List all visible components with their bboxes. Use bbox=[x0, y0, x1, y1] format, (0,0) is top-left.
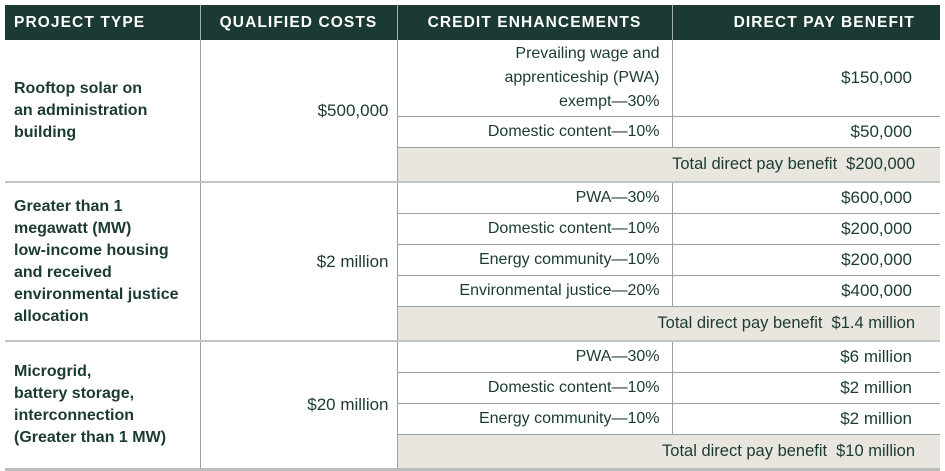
table-figure: PROJECT TYPE QUALIFIED COSTS CREDIT ENHA… bbox=[5, 5, 940, 471]
total-label: Total direct pay benefit bbox=[662, 442, 828, 460]
enhancement-label-cell: PWA—30% bbox=[397, 182, 672, 214]
enhancement-label-cell: PWA—30% bbox=[397, 341, 672, 373]
benefit-amount-cell: $150,000 bbox=[671, 40, 940, 117]
column-header-credit-enhancements: CREDIT ENHANCEMENTS bbox=[396, 5, 672, 40]
qualified-costs-cell: $500,000 bbox=[199, 40, 398, 183]
enhancement-label-cell: Environmental justice—20% bbox=[397, 275, 672, 307]
benefit-amount-cell: $50,000 bbox=[671, 116, 940, 148]
benefit-amount-cell: $2 million bbox=[671, 372, 940, 404]
qualified-costs-cell: $2 million bbox=[199, 182, 398, 342]
enhancement-label-cell: Domestic content—10% bbox=[397, 116, 672, 148]
table-row: Domestic content—10% $2 million bbox=[5, 372, 940, 404]
project-type-cell: Greater than 1 megawatt (MW) low-income … bbox=[5, 182, 200, 342]
table-row: Rooftop solar on an administration build… bbox=[5, 40, 940, 183]
column-header-project-type: PROJECT TYPE bbox=[5, 5, 200, 40]
total-label: Total direct pay benefit bbox=[657, 314, 823, 332]
enhancement-label-cell: Energy community—10% bbox=[397, 403, 672, 435]
column-header-direct-pay-benefit: DIRECT PAY BENEFIT bbox=[671, 5, 940, 40]
benefit-amount-cell: $400,000 bbox=[671, 275, 940, 307]
direct-pay-benefit-table: PROJECT TYPE QUALIFIED COSTS CREDIT ENHA… bbox=[5, 5, 940, 471]
enhancement-label-cell: Domestic content—10% bbox=[397, 372, 672, 404]
table-row: Environmental justice—20% $400,000 bbox=[5, 275, 940, 307]
total-direct-pay-cell: Total direct pay benefit $200,000 bbox=[397, 147, 940, 183]
total-direct-pay-cell: Total direct pay benefit $10 million bbox=[397, 434, 940, 471]
table-row: Domestic content—10% $200,000 bbox=[5, 213, 940, 245]
benefit-amount-cell: $6 million bbox=[671, 341, 940, 373]
project-type-cell: Microgrid, battery storage, interconnect… bbox=[5, 341, 200, 471]
qualified-costs-cell: $20 million bbox=[199, 341, 398, 471]
benefit-amount-cell: $2 million bbox=[671, 403, 940, 435]
enhancement-label-cell: Energy community—10% bbox=[397, 244, 672, 276]
enhancement-label-cell: Domestic content—10% bbox=[397, 213, 672, 245]
total-row: Total direct pay benefit $200,000 bbox=[5, 147, 940, 183]
header-row: PROJECT TYPE QUALIFIED COSTS CREDIT ENHA… bbox=[5, 5, 940, 40]
total-row: Total direct pay benefit $1.4 million bbox=[5, 306, 940, 342]
benefit-amount-cell: $200,000 bbox=[671, 213, 940, 245]
enhancement-label-cell: Prevailing wage and apprenticeship (PWA)… bbox=[397, 40, 672, 117]
benefit-amount-cell: $200,000 bbox=[671, 244, 940, 276]
table-row: Energy community—10% $2 million bbox=[5, 403, 940, 435]
total-direct-pay-cell: Total direct pay benefit $1.4 million bbox=[397, 306, 940, 342]
table-header: PROJECT TYPE QUALIFIED COSTS CREDIT ENHA… bbox=[5, 5, 940, 40]
column-header-qualified-costs: QUALIFIED COSTS bbox=[199, 5, 397, 40]
table-row: Greater than 1 megawatt (MW) low-income … bbox=[5, 182, 940, 342]
total-value: $10 million bbox=[836, 442, 915, 460]
table-row: Domestic content—10% $50,000 bbox=[5, 116, 940, 148]
total-value: $200,000 bbox=[846, 155, 915, 173]
benefit-amount-cell: $600,000 bbox=[671, 182, 940, 214]
total-label: Total direct pay benefit bbox=[672, 155, 838, 173]
table-row: Microgrid, battery storage, interconnect… bbox=[5, 341, 940, 471]
project-type-cell: Rooftop solar on an administration build… bbox=[5, 40, 200, 183]
table-row: Energy community—10% $200,000 bbox=[5, 244, 940, 276]
total-value: $1.4 million bbox=[831, 314, 915, 332]
